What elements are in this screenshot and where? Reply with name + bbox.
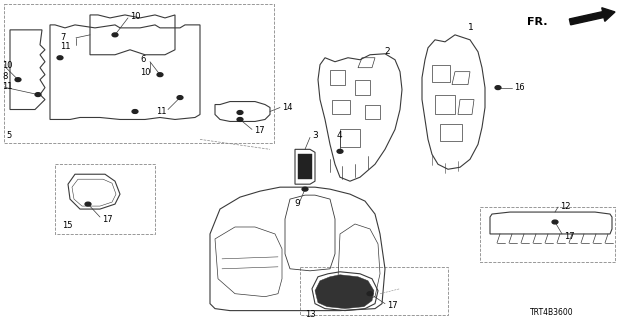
Ellipse shape (35, 93, 41, 97)
Text: 17: 17 (564, 232, 575, 242)
Text: 12: 12 (560, 202, 570, 211)
Polygon shape (298, 154, 312, 179)
Text: 2: 2 (384, 47, 390, 56)
Text: 10: 10 (2, 61, 13, 70)
Text: 14: 14 (282, 103, 292, 112)
Text: FR.: FR. (527, 17, 548, 27)
Text: 4: 4 (337, 131, 342, 140)
Ellipse shape (15, 78, 21, 82)
Ellipse shape (552, 220, 558, 224)
FancyArrow shape (570, 8, 615, 25)
Text: 10: 10 (130, 12, 141, 21)
Text: 17: 17 (387, 301, 397, 310)
Text: 11: 11 (60, 42, 70, 51)
Text: 17: 17 (102, 214, 113, 224)
Text: 17: 17 (254, 126, 264, 135)
Ellipse shape (132, 109, 138, 113)
Text: 13: 13 (305, 310, 316, 319)
Text: 15: 15 (62, 221, 72, 230)
Ellipse shape (177, 96, 183, 100)
Ellipse shape (495, 86, 501, 90)
Ellipse shape (367, 292, 373, 296)
Ellipse shape (112, 33, 118, 37)
Text: 16: 16 (514, 83, 525, 92)
Ellipse shape (157, 73, 163, 76)
Bar (55, 164, 155, 234)
Text: 5: 5 (6, 131, 12, 140)
Ellipse shape (337, 149, 343, 153)
Text: 3: 3 (312, 131, 317, 140)
Polygon shape (315, 275, 374, 308)
Text: 9: 9 (294, 199, 300, 208)
Ellipse shape (57, 56, 63, 60)
Bar (480, 207, 615, 262)
Ellipse shape (85, 202, 91, 206)
Ellipse shape (302, 187, 308, 191)
Text: 7: 7 (60, 33, 65, 42)
Bar (300, 267, 448, 315)
Text: 1: 1 (468, 23, 474, 32)
Text: 6: 6 (140, 55, 145, 64)
Text: 11: 11 (2, 82, 13, 91)
Text: 8: 8 (2, 72, 8, 81)
Text: 10: 10 (140, 68, 150, 77)
Text: 11: 11 (156, 107, 166, 116)
Ellipse shape (237, 117, 243, 121)
Text: TRT4B3600: TRT4B3600 (530, 308, 573, 317)
Bar (4, 4, 274, 143)
Ellipse shape (237, 111, 243, 115)
